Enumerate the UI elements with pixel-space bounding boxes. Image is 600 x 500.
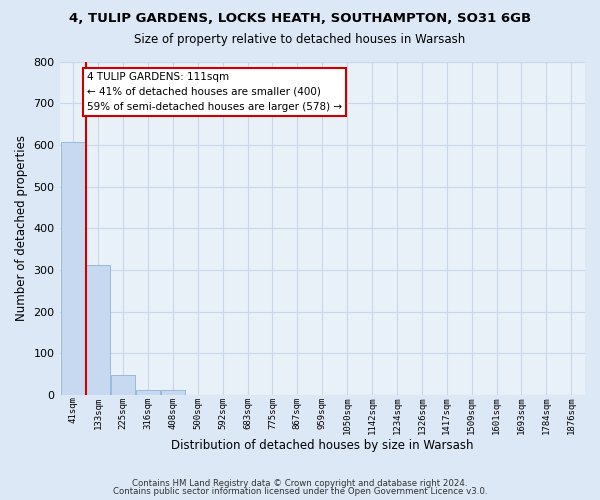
Text: Contains public sector information licensed under the Open Government Licence v3: Contains public sector information licen…: [113, 487, 487, 496]
Bar: [61, 142, 85, 395]
Bar: [111, 374, 135, 395]
Y-axis label: Number of detached properties: Number of detached properties: [15, 135, 28, 321]
Text: 4 TULIP GARDENS: 111sqm
← 41% of detached houses are smaller (400)
59% of semi-d: 4 TULIP GARDENS: 111sqm ← 41% of detache…: [87, 72, 342, 112]
X-axis label: Distribution of detached houses by size in Warsash: Distribution of detached houses by size …: [171, 440, 473, 452]
Bar: [136, 390, 160, 395]
Text: Contains HM Land Registry data © Crown copyright and database right 2024.: Contains HM Land Registry data © Crown c…: [132, 478, 468, 488]
Text: Size of property relative to detached houses in Warsash: Size of property relative to detached ho…: [134, 32, 466, 46]
Bar: [86, 266, 110, 395]
Text: 4, TULIP GARDENS, LOCKS HEATH, SOUTHAMPTON, SO31 6GB: 4, TULIP GARDENS, LOCKS HEATH, SOUTHAMPT…: [69, 12, 531, 26]
Bar: [161, 390, 185, 395]
